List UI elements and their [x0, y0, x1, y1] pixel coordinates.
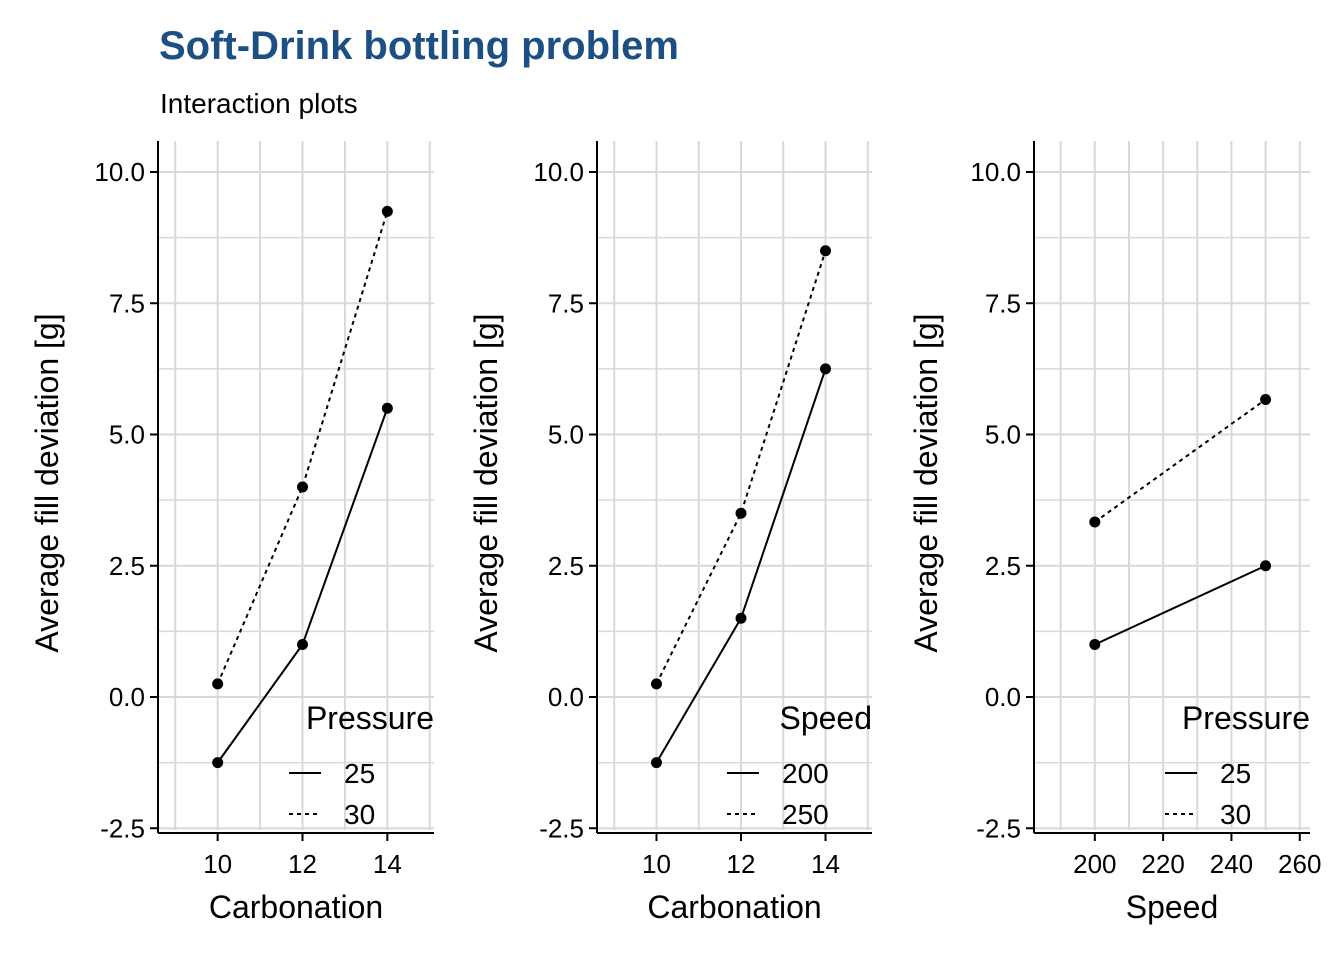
legend: Speed 200 250 [727, 700, 872, 830]
legend: Pressure 25 30 [289, 700, 434, 830]
y-axis-label: Average fill deviation [g] [468, 313, 504, 652]
x-axis-label: Speed [1126, 889, 1219, 925]
y-tick-label: -2.5 [100, 813, 145, 843]
x-tick-label: 260 [1278, 849, 1321, 879]
y-tick-label: 0.0 [548, 682, 584, 712]
data-point-250 [820, 245, 832, 257]
chart-title: Soft-Drink bottling problem [159, 24, 679, 68]
data-point-250 [735, 507, 747, 519]
x-tick-label: 12 [727, 849, 756, 879]
series-line-30 [1094, 398, 1267, 523]
legend-title: Speed [779, 700, 872, 736]
y-tick-label: 2.5 [109, 551, 145, 581]
x-tick-label: 240 [1210, 849, 1253, 879]
y-tick-label: 7.5 [109, 288, 145, 318]
y-tick-label: -2.5 [976, 813, 1021, 843]
panel-2: -2.5 0.0 2.5 5.0 7.5 10.0 10 12 14 Carbonation Ave… [468, 141, 872, 925]
data-point-200 [735, 612, 747, 624]
legend-title: Pressure [306, 700, 434, 736]
y-tick-label: 5.0 [548, 420, 584, 450]
y-axis-label: Average fill deviation [g] [29, 313, 65, 652]
x-axis-label: Carbonation [209, 889, 383, 925]
y-tick-label: 2.5 [548, 551, 584, 581]
data-point-25 [381, 402, 393, 414]
panel-1: -2.5 0.0 2.5 5.0 7.5 10.0 10 12 14 Carbonation Ave… [29, 141, 434, 925]
y-tick-label: 0.0 [985, 682, 1021, 712]
data-point-30 [1089, 516, 1101, 528]
legend: Pressure 25 30 [1165, 700, 1310, 830]
data-point-200 [650, 757, 662, 769]
y-tick-label: 10.0 [533, 157, 584, 187]
legend-label-25: 25 [1220, 758, 1251, 789]
data-point-30 [1260, 393, 1272, 405]
data-point-25 [212, 757, 224, 769]
y-tick-label: -2.5 [539, 813, 584, 843]
data-point-250 [650, 678, 662, 690]
y-tick-label: 7.5 [548, 288, 584, 318]
x-tick-label: 14 [373, 849, 402, 879]
y-tick-label: 2.5 [985, 551, 1021, 581]
data-point-25 [1089, 639, 1101, 650]
data-point-25 [297, 639, 308, 650]
y-axis-label: Average fill deviation [g] [908, 313, 944, 652]
data-point-30 [212, 678, 224, 690]
legend-label-25: 25 [344, 758, 375, 789]
data-point-30 [297, 481, 308, 493]
y-tick-label: 5.0 [109, 420, 145, 450]
series-line-25 [1094, 564, 1267, 646]
x-tick-label: 10 [642, 849, 671, 879]
x-tick-label: 14 [811, 849, 840, 879]
data-point-30 [381, 205, 393, 217]
y-tick-label: 5.0 [985, 420, 1021, 450]
x-tick-label: 12 [288, 849, 317, 879]
y-tick-label: 7.5 [985, 288, 1021, 318]
legend-label-200: 200 [782, 758, 829, 789]
legend-label-250: 250 [782, 799, 829, 830]
data-point-200 [820, 363, 832, 375]
x-axis-label: Carbonation [647, 889, 821, 925]
chart-subtitle: Interaction plots [160, 88, 358, 119]
legend-label-30: 30 [344, 799, 375, 830]
panel-3: -2.5 0.0 2.5 5.0 7.5 10.0 200 220 240 260 Speed Ave… [908, 141, 1321, 925]
legend-title: Pressure [1182, 700, 1310, 736]
y-tick-label: 10.0 [970, 157, 1021, 187]
y-tick-label: 10.0 [94, 157, 145, 187]
x-tick-label: 220 [1141, 849, 1184, 879]
legend-label-30: 30 [1220, 799, 1251, 830]
x-tick-label: 10 [203, 849, 232, 879]
y-tick-label: 0.0 [109, 682, 145, 712]
x-tick-label: 200 [1073, 849, 1116, 879]
data-point-25 [1260, 560, 1272, 572]
